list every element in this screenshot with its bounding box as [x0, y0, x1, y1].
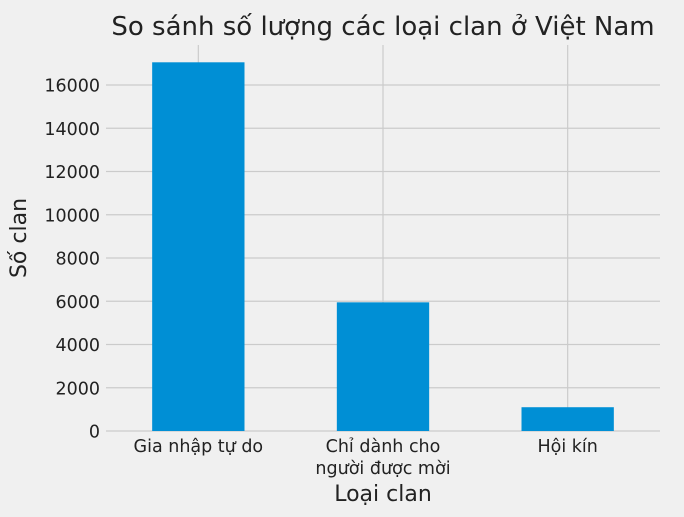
bar — [336, 302, 430, 431]
x-tick-label: Hội kín — [537, 437, 597, 457]
y-tick-label: 8000 — [55, 250, 100, 270]
y-tick-label: 0 — [89, 423, 100, 443]
x-axis-label: Loại clan — [334, 482, 432, 507]
y-tick-label: 10000 — [44, 206, 100, 226]
y-tick-label: 12000 — [44, 163, 100, 183]
y-tick-labels: 0 2000 4000 6000 8000 10000 12000 14000 16000 — [44, 77, 100, 443]
x-tick-label: Chỉ dành cho người được mời — [315, 437, 450, 479]
chart-title: So sánh số lượng các loại clan ở Việt Na… — [111, 12, 654, 42]
x-tick-labels: Gia nhập tự do Chỉ dành cho người được mời… — [134, 437, 598, 479]
y-tick-label: 14000 — [44, 120, 100, 140]
y-tick-label: 6000 — [55, 293, 100, 313]
y-tick-label: 16000 — [44, 77, 100, 97]
y-tick-label: 2000 — [55, 379, 100, 399]
y-tick-label: 4000 — [55, 336, 100, 356]
y-axis-label: Số clan — [7, 198, 32, 278]
bars — [152, 62, 614, 432]
x-tick-label: Gia nhập tự do — [134, 437, 264, 457]
bar — [152, 62, 245, 432]
bar — [521, 407, 614, 431]
